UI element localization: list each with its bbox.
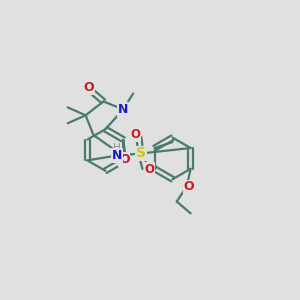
Text: O: O (83, 81, 94, 94)
Text: H: H (113, 142, 121, 152)
Text: S: S (136, 146, 146, 161)
Text: O: O (145, 163, 155, 176)
Text: N: N (118, 103, 128, 116)
Text: O: O (130, 128, 140, 141)
Text: O: O (119, 153, 130, 166)
Text: N: N (112, 149, 122, 162)
Text: O: O (183, 180, 194, 193)
